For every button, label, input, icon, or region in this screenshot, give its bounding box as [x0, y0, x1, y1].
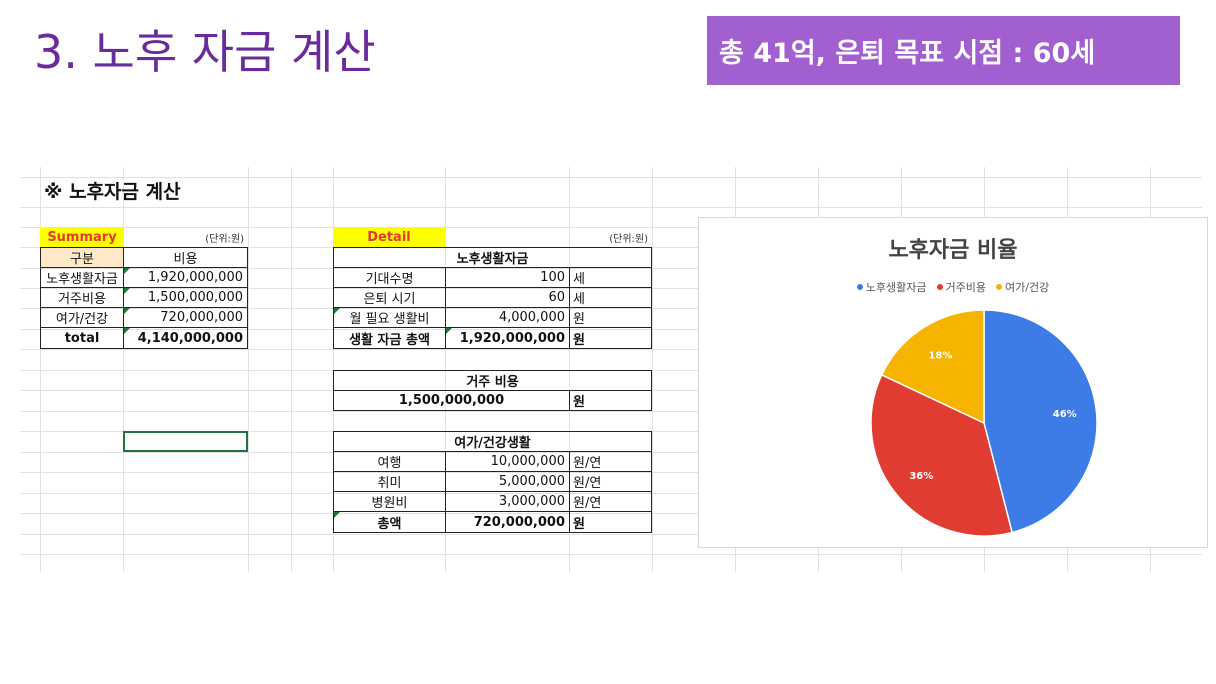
pie-data-label: 46% — [1053, 409, 1077, 420]
summary-tag: Summary — [40, 227, 124, 247]
selected-cell[interactable] — [123, 431, 248, 452]
housing-value: 1,500,000,000 — [333, 390, 570, 411]
legend-label: 거주비용 — [945, 281, 987, 294]
legend-item: 여가/건강 — [996, 279, 1049, 295]
spreadsheet: ※ 노후자금 계산 Summary (단위:원) 구분 비용 노후생활자금 1,… — [20, 167, 1202, 572]
summary-row-value: 1,500,000,000 — [123, 287, 248, 308]
leisure-row-value: 10,000,000 — [445, 451, 570, 472]
detail-tag: Detail — [333, 227, 445, 247]
summary-row-label: 여가/건강 — [40, 307, 124, 328]
pie-slice-1[interactable] — [983, 309, 1098, 534]
leisure-total-unit: 원 — [569, 511, 652, 533]
living-row-unit: 세 — [569, 287, 652, 308]
leisure-total-label: 총액 — [333, 511, 446, 533]
living-row-value: 4,000,000 — [445, 307, 570, 328]
living-total-unit: 원 — [569, 327, 652, 349]
leisure-row-unit: 원/연 — [569, 471, 652, 492]
living-row-label: 기대수명 — [333, 267, 446, 288]
summary-total-value: 4,140,000,000 — [123, 327, 248, 349]
summary-row-value: 720,000,000 — [123, 307, 248, 328]
housing-unit: 원 — [569, 390, 652, 411]
living-row-unit: 원 — [569, 307, 652, 328]
legend-label: 노후생활자금 — [865, 281, 927, 294]
leisure-total-value: 720,000,000 — [445, 511, 570, 533]
housing-header: 거주 비용 — [333, 370, 652, 391]
pie-slice-3[interactable] — [880, 309, 985, 425]
slide-title: 3. 노후 자금 계산 — [34, 25, 376, 79]
leisure-row-label: 병원비 — [333, 491, 446, 512]
leisure-row-value: 5,000,000 — [445, 471, 570, 492]
living-row-unit: 세 — [569, 267, 652, 288]
summary-header-cost: 비용 — [123, 247, 248, 268]
leisure-row-unit: 원/연 — [569, 491, 652, 512]
legend-item: 노후생활자금 — [856, 279, 927, 295]
pie-data-label: 18% — [928, 350, 952, 361]
leisure-row-unit: 원/연 — [569, 451, 652, 472]
legend-swatch — [856, 284, 863, 290]
pie-svg: 46% 36% 18% — [870, 309, 1098, 537]
summary-banner: 총 41억, 은퇴 목표 시점 : 60세 — [707, 16, 1180, 85]
living-row-value: 100 — [445, 267, 570, 288]
living-row-value: 60 — [445, 287, 570, 308]
pie-chart[interactable]: 노후자금 비율 노후생활자금 거주비용 여가/건강 46% 36% 18% — [698, 217, 1208, 548]
legend-swatch — [996, 284, 1003, 290]
living-row-label: 월 필요 생활비 — [333, 307, 446, 328]
legend-item: 거주비용 — [936, 279, 987, 295]
living-total-label: 생활 자금 총액 — [333, 327, 446, 349]
legend-swatch — [936, 284, 943, 290]
pie-data-label: 36% — [909, 471, 933, 482]
leisure-header: 여가/건강생활 — [333, 431, 652, 452]
legend-label: 여가/건강 — [1005, 281, 1050, 294]
section-title: ※ 노후자금 계산 — [44, 181, 181, 203]
living-header: 노후생활자금 — [333, 247, 652, 268]
living-row-label: 은퇴 시기 — [333, 287, 446, 308]
leisure-row-value: 3,000,000 — [445, 491, 570, 512]
leisure-row-label: 취미 — [333, 471, 446, 492]
chart-title: 노후자금 비율 — [888, 238, 1018, 263]
summary-total-label: total — [40, 327, 124, 349]
summary-row-label: 노후생활자금 — [40, 267, 124, 288]
chart-legend: 노후생활자금 거주비용 여가/건강 — [699, 279, 1207, 295]
summary-row-value: 1,920,000,000 — [123, 267, 248, 288]
summary-unit: (단위:원) — [205, 233, 244, 245]
detail-unit: (단위:원) — [609, 233, 648, 245]
pie-slice-2[interactable] — [870, 373, 1014, 537]
summary-header-category: 구분 — [40, 247, 124, 268]
summary-row-label: 거주비용 — [40, 287, 124, 308]
living-total-value: 1,920,000,000 — [445, 327, 570, 349]
leisure-row-label: 여행 — [333, 451, 446, 472]
